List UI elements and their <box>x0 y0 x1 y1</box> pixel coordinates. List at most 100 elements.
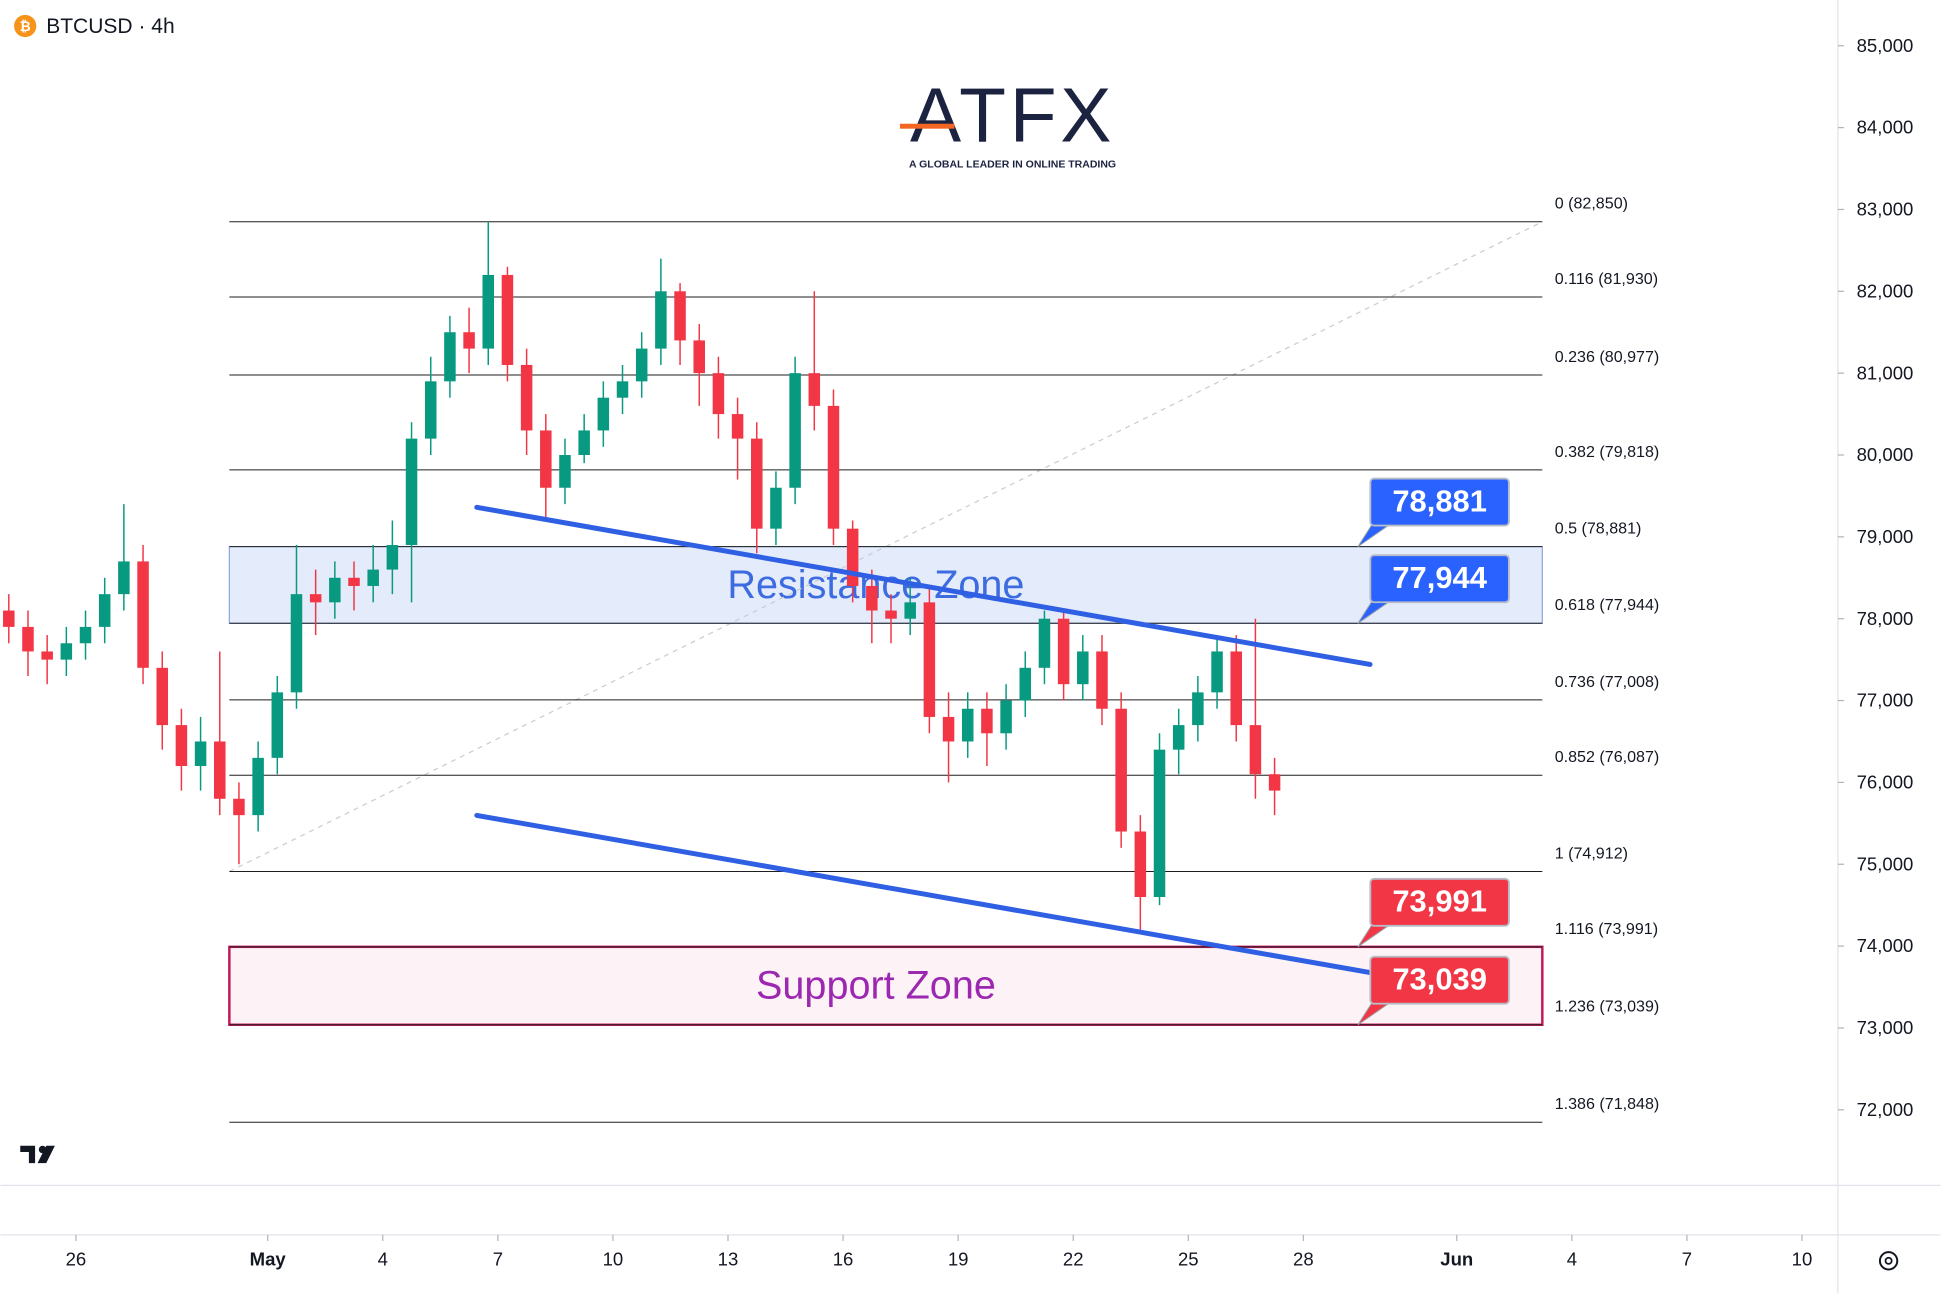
candle-body <box>348 577 360 586</box>
candle-body <box>156 667 168 726</box>
candle-body <box>79 626 92 644</box>
x-tick-label: Jun <box>1440 1249 1473 1270</box>
candle-body <box>290 594 303 693</box>
y-tick-label: 77,000 <box>1857 690 1914 711</box>
price-tag <box>1369 554 1510 604</box>
candle-body <box>597 397 610 431</box>
x-tick-label: May <box>250 1249 287 1270</box>
candle-body <box>1038 618 1051 668</box>
candle-body <box>309 594 322 603</box>
fib-level-label: 0.618 (77,944) <box>1555 596 1660 614</box>
y-tick-label: 85,000 <box>1857 35 1914 56</box>
price-tag <box>1369 877 1510 927</box>
candle-body <box>674 291 686 341</box>
y-tick-label: 83,000 <box>1857 199 1914 220</box>
tv-logo <box>20 1145 55 1164</box>
candle-body <box>866 585 878 611</box>
price-tag-label: 73,991 <box>1392 884 1487 919</box>
candle-body <box>578 430 590 456</box>
candle-body <box>22 626 34 652</box>
candle-body <box>923 602 936 717</box>
candle-body <box>751 438 763 529</box>
fib-level-label: 1 (74,912) <box>1555 844 1628 862</box>
y-tick-label: 76,000 <box>1857 772 1914 793</box>
trendline-layer <box>474 504 1373 976</box>
fib-level-label: 1.386 (71,848) <box>1555 1095 1660 1113</box>
candle-body <box>271 692 284 758</box>
x-tick-label: 25 <box>1178 1249 1199 1270</box>
candle-body <box>1211 651 1223 693</box>
candle-body <box>712 373 725 415</box>
y-tick-label: 74,000 <box>1857 935 1914 956</box>
price-tag-label: 73,039 <box>1392 962 1487 997</box>
candle-body <box>501 274 514 365</box>
x-tick-label: 26 <box>66 1249 87 1270</box>
trendline <box>474 812 1373 976</box>
x-tick-label: 10 <box>1792 1249 1813 1270</box>
settings-icon-center <box>1884 1256 1893 1265</box>
candle-body <box>482 274 495 349</box>
candle-body <box>559 455 571 488</box>
candle-body <box>1192 692 1204 726</box>
chart-title[interactable]: BTCUSD · 4h <box>46 15 174 38</box>
y-tick-label: 78,000 <box>1857 608 1914 629</box>
x-tick-label: 19 <box>948 1249 969 1270</box>
fib-level-label: 0.736 (77,008) <box>1555 673 1660 691</box>
candle-body <box>789 373 801 488</box>
x-tick-label: 10 <box>603 1249 624 1270</box>
candles-layer <box>3 221 1281 930</box>
x-tick-label: 28 <box>1293 1249 1314 1270</box>
logo-tagline: A GLOBAL LEADER IN ONLINE TRADING <box>909 158 1116 170</box>
candle-body <box>405 438 418 546</box>
candle-body <box>942 716 955 742</box>
fib-level-label: 0.852 (76,087) <box>1555 748 1660 766</box>
symbol-icon-glyph: ₿ <box>20 19 31 34</box>
tags-layer: 78,881 77,944 73,991 73,039 <box>1357 477 1510 1026</box>
candle-body <box>118 561 130 595</box>
y-tick-label: 84,000 <box>1857 117 1914 138</box>
candle-body <box>904 602 916 619</box>
tv-logo-dot <box>38 1145 47 1154</box>
candle-body <box>693 340 705 374</box>
candle-body <box>3 610 15 627</box>
zone-label: Support Zone <box>756 964 996 1008</box>
candle-body <box>1230 651 1242 726</box>
candle-body <box>463 332 475 349</box>
fib-trend-line <box>229 221 1543 873</box>
candle-body <box>386 545 399 570</box>
price-tag <box>1369 477 1510 527</box>
candle-body <box>252 757 264 816</box>
symbol-icon <box>14 14 37 38</box>
candle-body <box>846 528 859 586</box>
candle-body <box>808 373 821 406</box>
logo-text: ATFX <box>910 74 1115 159</box>
x-tick-label: 4 <box>1567 1249 1577 1270</box>
price-tag-label: 78,881 <box>1392 483 1487 518</box>
logo-accent <box>899 123 955 129</box>
candle-body <box>961 708 974 742</box>
candle-body <box>731 414 744 439</box>
candle-body <box>827 405 840 529</box>
candle-body <box>41 651 53 660</box>
price-tag-label: 77,944 <box>1392 560 1487 595</box>
fib-level-label: 0.116 (81,930) <box>1555 270 1658 288</box>
candle-body <box>60 643 73 660</box>
candle-body <box>98 594 111 627</box>
trendline <box>474 504 1373 667</box>
candle-body <box>540 430 552 488</box>
candle-body <box>1268 774 1281 791</box>
candle-body <box>1096 651 1108 709</box>
candle-body <box>137 561 149 668</box>
candle-body <box>1077 651 1089 685</box>
x-tick-label: 4 <box>378 1249 388 1270</box>
settings-icon[interactable] <box>1878 1251 1899 1271</box>
candle-body <box>616 381 629 398</box>
fib-level-label: 1.236 (73,039) <box>1555 998 1660 1016</box>
candle-body <box>424 381 437 439</box>
candle-body <box>444 332 456 382</box>
y-tick-label: 82,000 <box>1857 280 1914 301</box>
y-tick-label: 75,000 <box>1857 853 1914 874</box>
y-tick-label: 79,000 <box>1857 526 1914 547</box>
